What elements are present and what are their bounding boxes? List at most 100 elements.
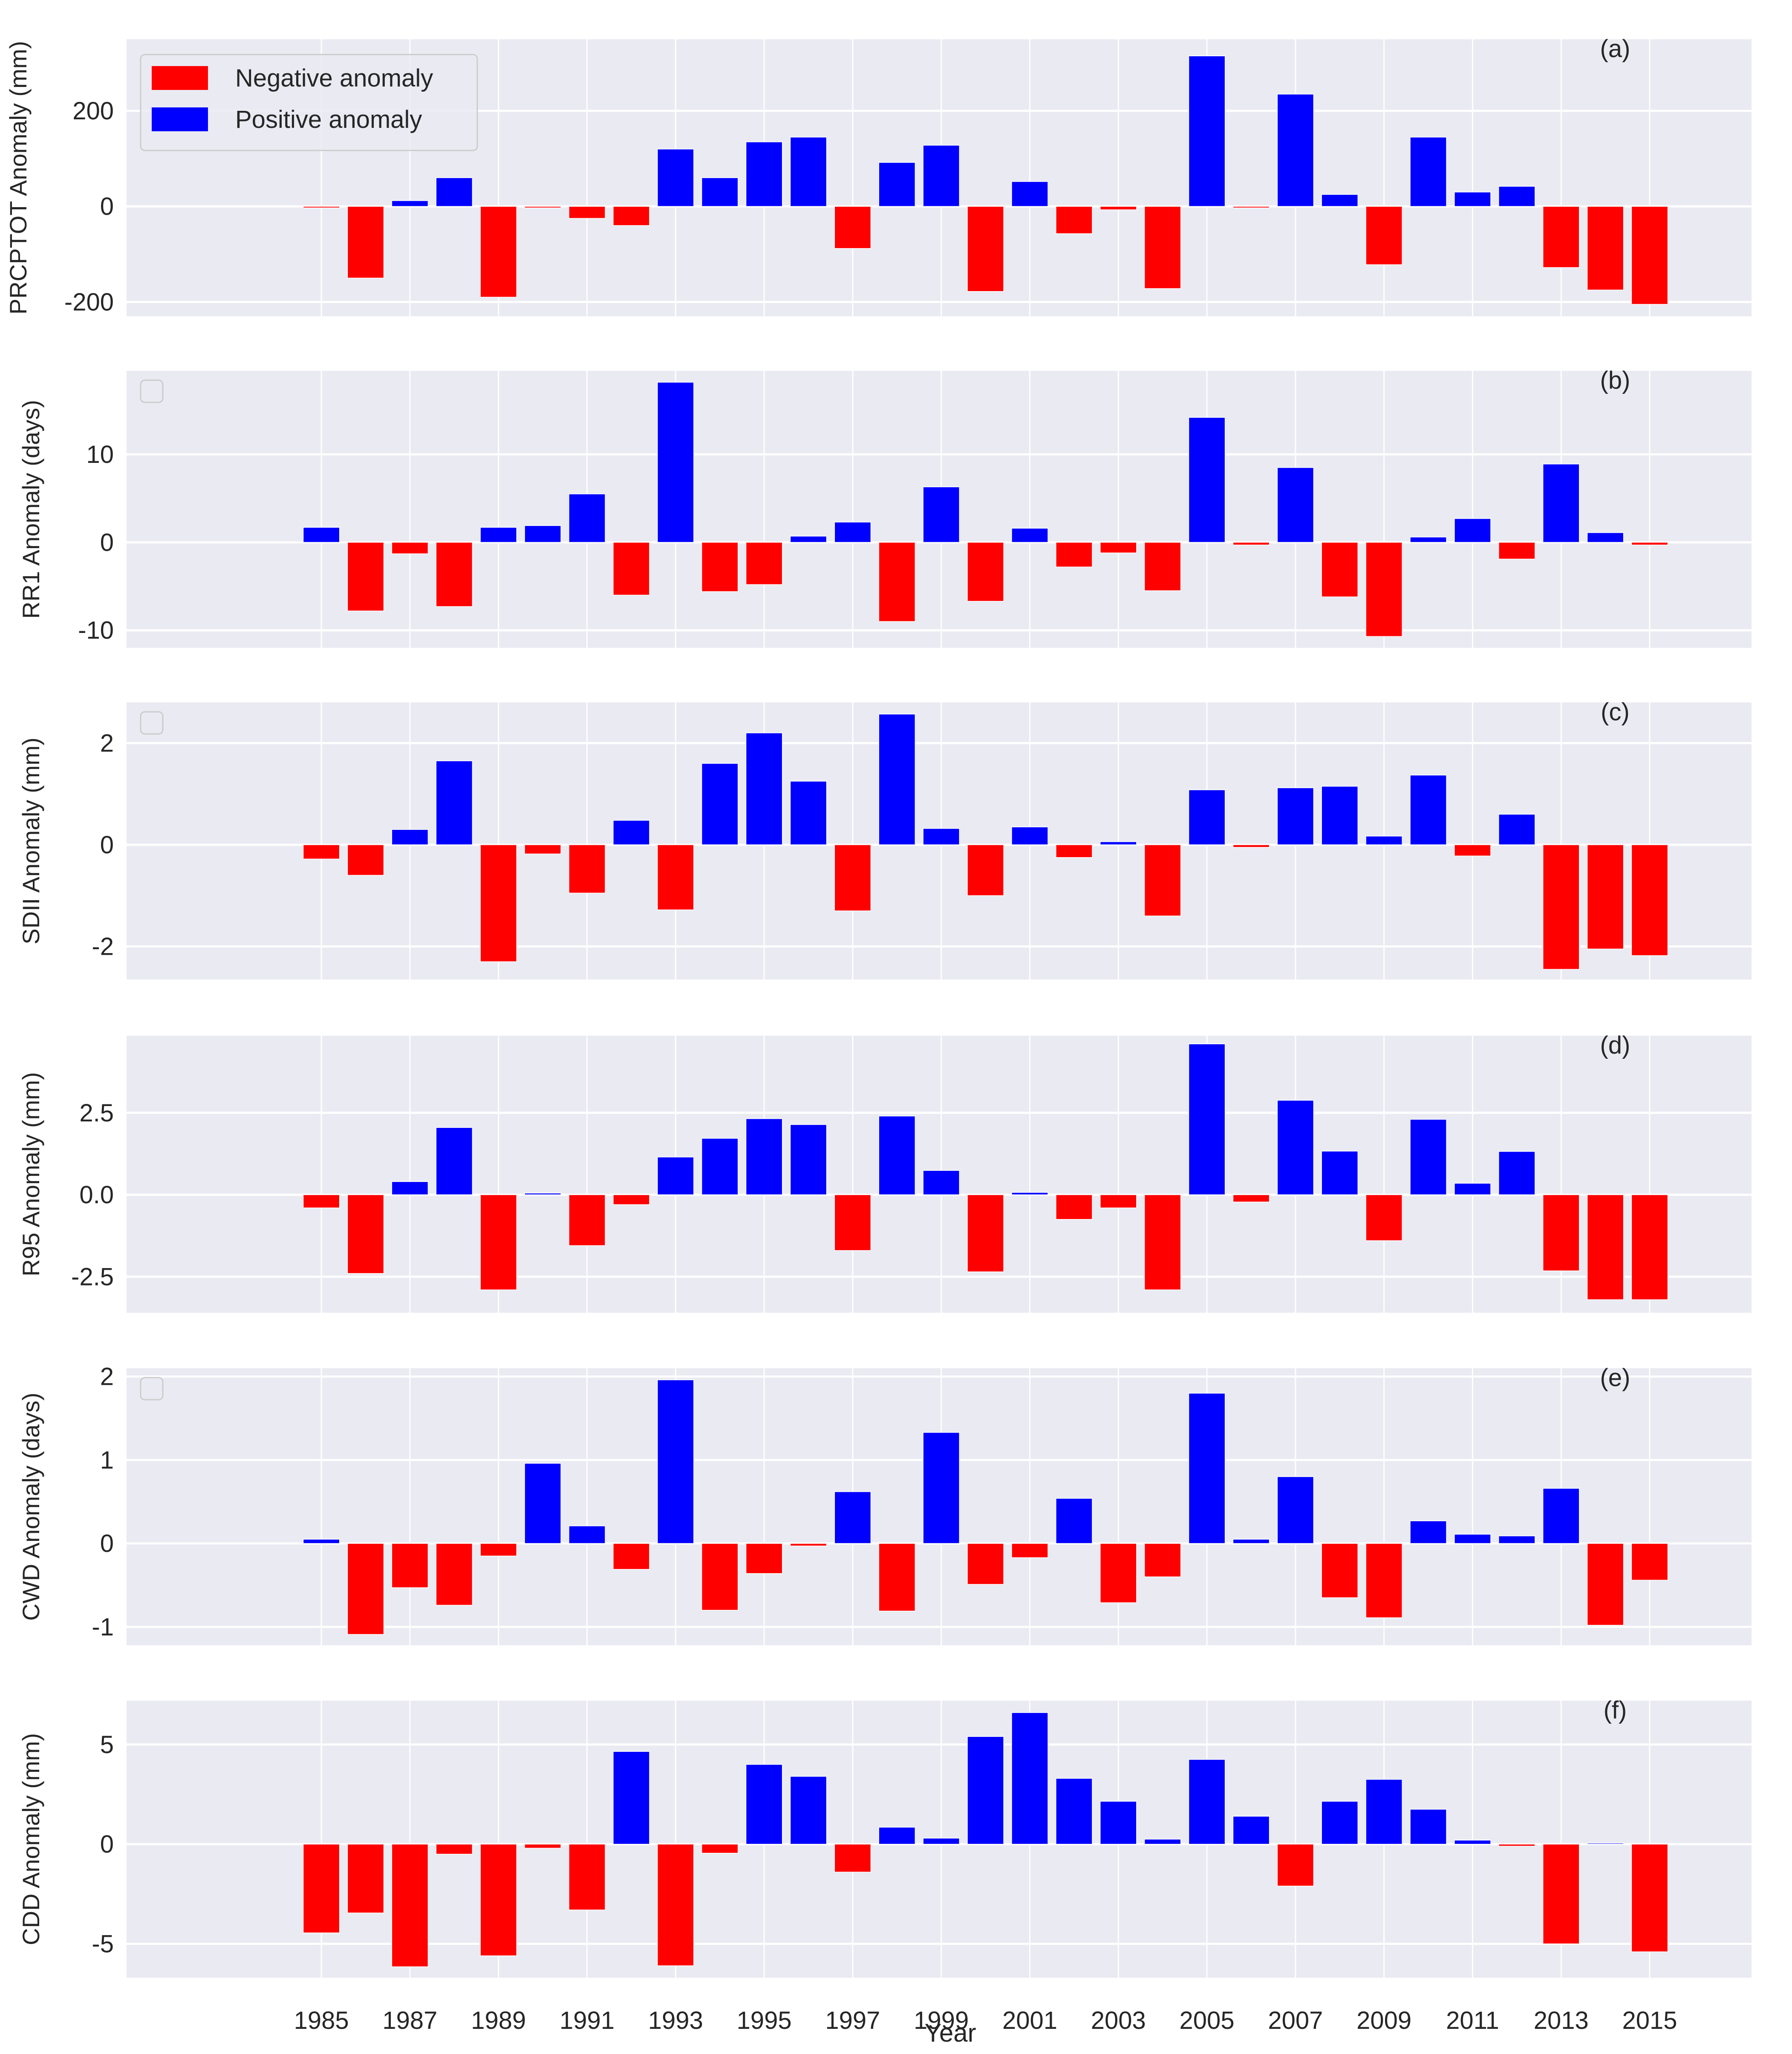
bar-1989	[480, 206, 517, 298]
bar-2002	[1056, 1498, 1093, 1544]
y-tick-label: 2.5	[79, 1099, 114, 1127]
bar-2004	[1144, 1543, 1181, 1577]
bar-2006	[1232, 1194, 1270, 1202]
bar-1995	[745, 142, 783, 207]
bar-1997	[834, 206, 871, 249]
bar-2008	[1321, 786, 1359, 845]
bar-1998	[878, 1115, 916, 1195]
bar-2004	[1144, 542, 1181, 591]
bar-2014	[1587, 1843, 1624, 1845]
bar-1999	[923, 1432, 960, 1544]
bar-2001	[1011, 1712, 1048, 1845]
bar-2000	[967, 206, 1004, 292]
y-axis-label: SDII Anomaly (mm)	[17, 737, 44, 944]
bar-1995	[745, 1764, 783, 1845]
bar-2003	[1099, 1194, 1137, 1208]
panel-c: -2 0 2 SDII Anomaly (mm) (c)	[17, 698, 1752, 979]
bar-2000	[967, 1736, 1004, 1845]
bar-2001	[1011, 1192, 1048, 1195]
bar-2013	[1542, 1843, 1580, 1944]
bar-1990	[524, 525, 561, 543]
bar-1986	[347, 1543, 384, 1635]
y-axis-label: PRCPTOT Anomaly (mm)	[5, 41, 32, 315]
panel-d: -2.5 0.0 2.5 R95 Anomaly (mm) (d)	[17, 1031, 1752, 1313]
bar-2006	[1232, 542, 1270, 546]
bar-1997	[834, 1843, 871, 1872]
y-tick-label: 0	[100, 529, 114, 556]
bar-2004	[1144, 1839, 1181, 1845]
bar-1989	[480, 1543, 517, 1557]
x-tick-label: 2013	[1534, 2007, 1589, 2034]
y-axis-label: CDD Anomaly (mm)	[17, 1733, 44, 1945]
bar-2010	[1410, 1520, 1447, 1544]
bar-2002	[1056, 542, 1093, 567]
bar-2003	[1099, 542, 1137, 553]
panel-label: (f)	[1604, 1696, 1627, 1724]
bar-1998	[878, 1827, 916, 1845]
x-tick-label: 2005	[1180, 2007, 1235, 2034]
bar-1992	[613, 542, 650, 595]
bar-1986	[347, 844, 384, 876]
legend: Negative anomaly Positive anomaly	[140, 54, 478, 151]
bar-2013	[1542, 844, 1580, 970]
y-tick-label: 0.0	[79, 1181, 114, 1209]
bar-1988	[436, 1127, 473, 1195]
bar-1988	[436, 177, 473, 207]
bar-1999	[923, 1170, 960, 1195]
y-tick-label: -5	[92, 1930, 114, 1958]
bar-2011	[1454, 518, 1491, 543]
y-tick-label: 2	[100, 729, 114, 757]
bar-1991	[568, 494, 606, 543]
bar-1986	[347, 542, 384, 612]
bar-2005	[1188, 1759, 1226, 1845]
bar-2007	[1277, 467, 1314, 543]
bar-2013	[1542, 206, 1580, 268]
bar-1985	[303, 844, 340, 860]
bar-1990	[524, 844, 561, 855]
x-tick-label: 1993	[648, 2007, 703, 2034]
bar-1985	[303, 1194, 340, 1208]
bar-1999	[923, 145, 960, 207]
bar-2012	[1498, 1843, 1535, 1847]
bar-2005	[1188, 1043, 1226, 1195]
bar-2014	[1587, 206, 1624, 291]
bar-2012	[1498, 1535, 1535, 1544]
bar-2007	[1277, 94, 1314, 207]
bar-2001	[1011, 1543, 1048, 1558]
bar-2011	[1454, 191, 1491, 207]
bar-1985	[303, 527, 340, 543]
empty-legend	[140, 711, 164, 735]
bar-2013	[1542, 1488, 1580, 1544]
bar-2015	[1631, 1543, 1668, 1581]
bar-1993	[657, 1843, 694, 1966]
bar-1996	[790, 1776, 827, 1845]
x-axis-label: Year	[924, 2019, 976, 2047]
bar-2007	[1277, 1843, 1314, 1886]
bar-1992	[613, 820, 650, 845]
bar-2012	[1498, 542, 1535, 560]
bar-2002	[1056, 206, 1093, 234]
bar-1996	[790, 536, 827, 543]
bar-2002	[1056, 1778, 1093, 1845]
x-tick-label: 2009	[1356, 2007, 1411, 2034]
y-tick-label: 10	[86, 441, 114, 468]
bar-1995	[745, 1543, 783, 1574]
bar-1992	[613, 1751, 650, 1845]
x-tick-label: 1985	[294, 2007, 349, 2034]
bar-1996	[790, 136, 827, 207]
bar-2000	[967, 1194, 1004, 1272]
y-tick-label: 2	[100, 1363, 114, 1391]
bar-1989	[480, 844, 517, 962]
bar-2015	[1631, 206, 1668, 305]
bar-1992	[613, 1543, 650, 1570]
bar-1987	[391, 829, 429, 845]
y-axis-label: R95 Anomaly (mm)	[17, 1072, 44, 1276]
bar-2003	[1099, 1543, 1137, 1603]
y-tick-label: -200	[64, 288, 114, 316]
bar-2014	[1587, 844, 1624, 950]
bar-2003	[1099, 1801, 1137, 1845]
bar-2005	[1188, 789, 1226, 845]
bar-2005	[1188, 1392, 1226, 1544]
bar-2009	[1365, 1194, 1403, 1241]
bar-1991	[568, 206, 606, 219]
